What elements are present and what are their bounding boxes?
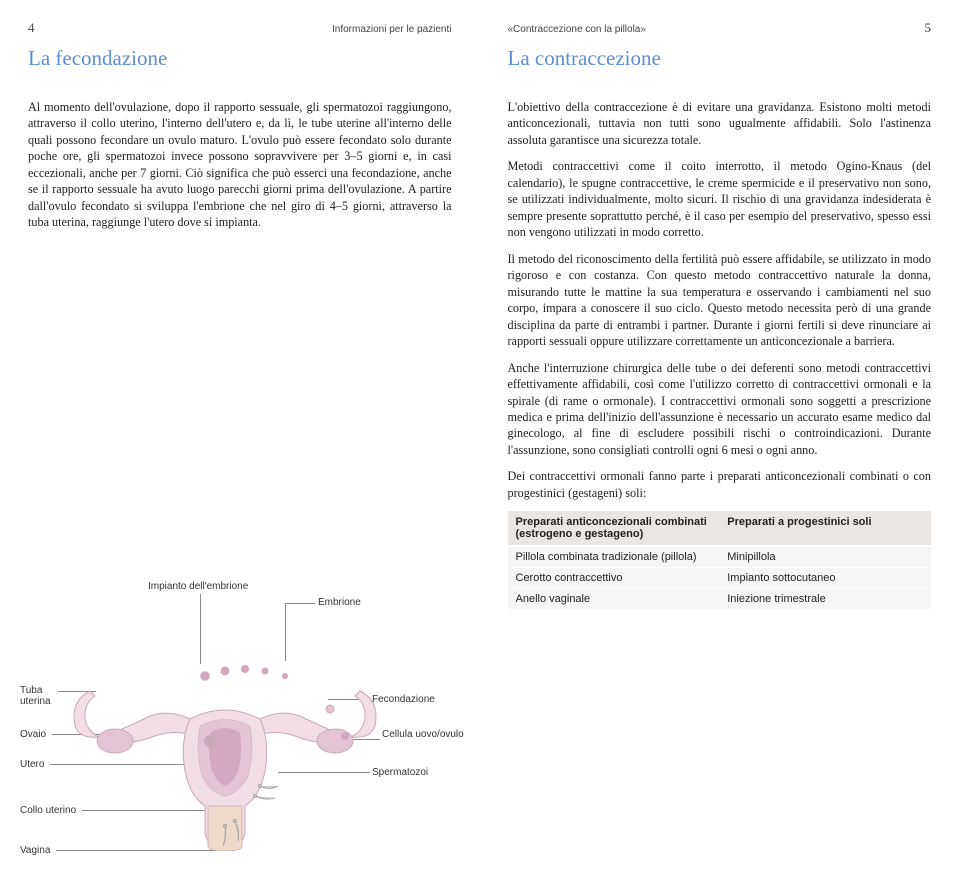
label-vagina: Vagina	[20, 845, 50, 856]
table-row: Pillola combinata tradizionale (pillola)…	[508, 546, 932, 568]
para-r5: Dei contraccettivi ormonali fanno parte …	[508, 468, 932, 501]
para-r3: Il metodo del riconoscimento della ferti…	[508, 251, 932, 350]
para-r2: Metodi contraccettivi come il coito inte…	[508, 158, 932, 240]
para-r4: Anche l'interruzione chirurgica delle tu…	[508, 360, 932, 459]
cell: Pillola combinata tradizionale (pillola)	[508, 546, 720, 568]
page-number-right: 5	[925, 20, 932, 36]
table-row: Anello vaginale Iniezione trimestrale	[508, 589, 932, 610]
label-impianto: Impianto dell'embrione	[148, 581, 248, 592]
page-spread: 4 Informazioni per le pazienti La fecond…	[0, 0, 959, 879]
table-header-row: Preparati anticoncezionali combinati (es…	[508, 511, 932, 546]
label-embrione: Embrione	[318, 597, 361, 608]
label-tuba: Tubauterina	[20, 685, 51, 707]
anatomy-diagram: Impianto dell'embrione Embrione Fecondaz…	[20, 581, 460, 861]
header-right: «Contraccezione con la pillola» 5	[508, 20, 932, 34]
header-text-left: Informazioni per le pazienti	[332, 24, 452, 35]
body-text-right: L'obiettivo della contraccezione è di ev…	[508, 99, 932, 501]
label-ovaio: Ovaio	[20, 729, 46, 740]
cell: Impianto sottocutaneo	[719, 568, 931, 589]
cell: Cerotto contraccettivo	[508, 568, 720, 589]
header-text-right: «Contraccezione con la pillola»	[508, 24, 646, 35]
cell: Minipillola	[719, 546, 931, 568]
contraceptives-table-wrap: Preparati anticoncezionali combinati (es…	[508, 511, 932, 610]
cell: Anello vaginale	[508, 589, 720, 610]
para-r1: L'obiettivo della contraccezione è di ev…	[508, 99, 932, 148]
paragraph-left: Al momento dell'ovulazione, dopo il rapp…	[28, 99, 452, 231]
header-left: 4 Informazioni per le pazienti	[28, 20, 452, 34]
th-combined: Preparati anticoncezionali combinati (es…	[508, 511, 720, 546]
section-title-left: La fecondazione	[28, 46, 452, 71]
right-page: «Contraccezione con la pillola» 5 La con…	[480, 0, 959, 879]
cell: Iniezione trimestrale	[719, 589, 931, 610]
section-title-right: La contraccezione	[508, 46, 932, 71]
table-row: Cerotto contraccettivo Impianto sottocut…	[508, 568, 932, 589]
label-utero: Utero	[20, 759, 44, 770]
page-number-left: 4	[28, 20, 35, 36]
leader-embrione-h	[285, 603, 315, 604]
uterus-illustration	[60, 641, 390, 851]
contraceptives-table: Preparati anticoncezionali combinati (es…	[508, 511, 932, 610]
body-text-left: Al momento dell'ovulazione, dopo il rapp…	[28, 99, 452, 231]
label-cellula: Cellula uovo/ovulo	[382, 729, 464, 740]
left-page: 4 Informazioni per le pazienti La fecond…	[0, 0, 480, 879]
th-progestin: Preparati a progestinici soli	[719, 511, 931, 546]
